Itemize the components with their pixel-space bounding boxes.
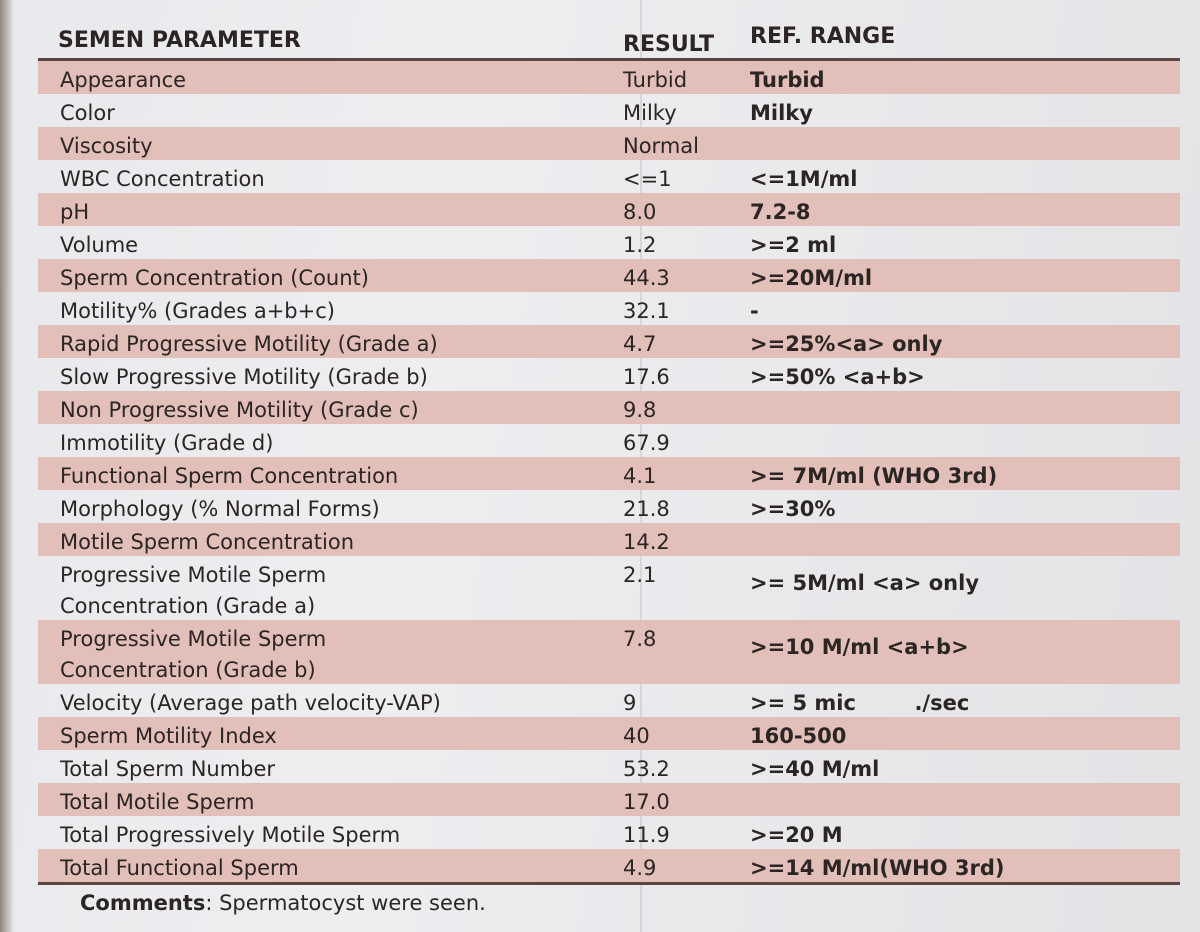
table-bottom-rule bbox=[38, 882, 1180, 885]
row-parameter: Immotility (Grade d) bbox=[60, 431, 274, 455]
row-parameter: Volume bbox=[60, 233, 139, 257]
table-row: Motility% (Grades a+b+c) 32.1 - bbox=[38, 292, 1180, 325]
row-result: Turbid bbox=[623, 68, 688, 92]
row-parameter: Total Progressively Motile Sperm bbox=[60, 823, 401, 847]
row-parameter: Sperm Motility Index bbox=[60, 724, 277, 748]
row-parameter: Motile Sperm Concentration bbox=[60, 530, 354, 554]
row-parameter: Non Progressive Motility (Grade c) bbox=[60, 398, 419, 422]
comments-text: : Spermatocyst were seen. bbox=[205, 891, 486, 915]
semen-analysis-table: SEMEN PARAMETER RESULT REF. RANGE Appear… bbox=[38, 18, 1180, 915]
row-parameter: Color bbox=[60, 101, 115, 125]
row-result: 1.2 bbox=[623, 233, 657, 257]
row-parameter: Morphology (% Normal Forms) bbox=[60, 497, 380, 521]
table-body: Appearance Turbid Turbid Color Milky Milky Vis… bbox=[38, 61, 1180, 882]
row-result: 14.2 bbox=[623, 530, 670, 554]
row-ref-range: Milky bbox=[750, 101, 813, 125]
table-row: Total Motile Sperm 17.0 bbox=[38, 783, 1180, 816]
row-result: 44.3 bbox=[623, 266, 670, 290]
row-parameter: Progressive Motile Sperm Concentration (… bbox=[60, 627, 327, 682]
row-result: 11.9 bbox=[623, 823, 670, 847]
table-row: Rapid Progressive Motility (Grade a) 4.7 >… bbox=[38, 325, 1180, 358]
row-parameter: Total Sperm Number bbox=[60, 757, 276, 781]
table-row: Motile Sperm Concentration 14.2 bbox=[38, 523, 1180, 556]
table-row: Color Milky Milky bbox=[38, 94, 1180, 127]
row-parameter: Slow Progressive Motility (Grade b) bbox=[60, 365, 428, 389]
row-ref-range: >=14 M/ml(WHO 3rd) bbox=[750, 856, 1005, 880]
table-row: Sperm Concentration (Count) 44.3 >=20M/ml bbox=[38, 259, 1180, 292]
row-result: 9.8 bbox=[623, 398, 657, 422]
row-parameter: Rapid Progressive Motility (Grade a) bbox=[60, 332, 438, 356]
row-parameter: pH bbox=[60, 200, 90, 224]
row-result: 17.0 bbox=[623, 790, 670, 814]
row-ref-range: >=30% bbox=[750, 497, 836, 521]
comments-line: Comments: Spermatocyst were seen. bbox=[38, 891, 1180, 915]
row-result: 67.9 bbox=[623, 431, 670, 455]
table-row: Velocity (Average path velocity-VAP) 9 >= … bbox=[38, 684, 1180, 717]
row-ref-range: - bbox=[750, 299, 759, 323]
row-parameter: Total Motile Sperm bbox=[60, 790, 255, 814]
row-parameter: Total Functional Sperm bbox=[60, 856, 299, 880]
row-parameter: Appearance bbox=[60, 68, 187, 92]
row-result: 4.9 bbox=[623, 856, 657, 880]
row-ref-range: >= 5 mic ./sec bbox=[750, 691, 970, 715]
row-result: 4.1 bbox=[623, 464, 657, 488]
row-result: 9 bbox=[623, 691, 637, 715]
table-row: Slow Progressive Motility (Grade b) 17.6 >… bbox=[38, 358, 1180, 391]
row-parameter: Progressive Motile Sperm Concentration (… bbox=[60, 563, 327, 618]
table-row: Total Progressively Motile Sperm 11.9 >=20… bbox=[38, 816, 1180, 849]
row-parameter: WBC Concentration bbox=[60, 167, 265, 191]
row-parameter: Sperm Concentration (Count) bbox=[60, 266, 369, 290]
table-row: Appearance Turbid Turbid bbox=[38, 61, 1180, 94]
row-result: 8.0 bbox=[623, 200, 657, 224]
row-result: 53.2 bbox=[623, 757, 670, 781]
row-ref-range: >= 7M/ml (WHO 3rd) bbox=[750, 464, 998, 488]
row-result: 2.1 bbox=[623, 563, 657, 587]
table-row: Total Functional Sperm 4.9 >=14 M/ml(WHO 3… bbox=[38, 849, 1180, 882]
table-row: Viscosity Normal bbox=[38, 127, 1180, 160]
row-parameter: Functional Sperm Concentration bbox=[60, 464, 399, 488]
row-ref-range: 160-500 bbox=[750, 724, 847, 748]
row-result: Normal bbox=[623, 134, 699, 158]
row-ref-range: >=25%<a> only bbox=[750, 332, 943, 356]
table-row: Sperm Motility Index 40 160-500 bbox=[38, 717, 1180, 750]
row-parameter: Velocity (Average path velocity-VAP) bbox=[60, 691, 441, 715]
row-parameter: Viscosity bbox=[60, 134, 153, 158]
row-result: 40 bbox=[623, 724, 650, 748]
table-edge-shadow bbox=[0, 0, 14, 932]
header-ref-range: REF. RANGE bbox=[750, 24, 896, 49]
row-result: 17.6 bbox=[623, 365, 670, 389]
comments-label: Comments bbox=[80, 891, 206, 915]
table-row: pH 8.0 7.2-8 bbox=[38, 193, 1180, 226]
table-row: Functional Sperm Concentration 4.1 >= 7M/m… bbox=[38, 457, 1180, 490]
row-ref-range: >=20M/ml bbox=[750, 266, 873, 290]
table-row: Non Progressive Motility (Grade c) 9.8 bbox=[38, 391, 1180, 424]
row-ref-range: >=10 M/ml <a+b> bbox=[750, 635, 969, 659]
row-result: 7.8 bbox=[623, 627, 657, 651]
table-row: Progressive Motile Sperm Concentration (… bbox=[38, 620, 1180, 684]
row-ref-range: >= 5M/ml <a> only bbox=[750, 571, 980, 595]
table-header: SEMEN PARAMETER RESULT REF. RANGE bbox=[38, 18, 1180, 61]
table-row: Volume 1.2 >=2 ml bbox=[38, 226, 1180, 259]
row-ref-range: >=20 M bbox=[750, 823, 843, 847]
row-result: 4.7 bbox=[623, 332, 657, 356]
table-row: Morphology (% Normal Forms) 21.8 >=30% bbox=[38, 490, 1180, 523]
row-result: 21.8 bbox=[623, 497, 670, 521]
row-ref-range: <=1M/ml bbox=[750, 167, 858, 191]
table-row: Total Sperm Number 53.2 >=40 M/ml bbox=[38, 750, 1180, 783]
header-result: RESULT bbox=[623, 32, 715, 57]
row-parameter: Motility% (Grades a+b+c) bbox=[60, 299, 335, 323]
row-ref-range: >=50% <a+b> bbox=[750, 365, 925, 389]
row-ref-range: Turbid bbox=[750, 68, 825, 92]
table-row: Progressive Motile Sperm Concentration (… bbox=[38, 556, 1180, 620]
table-row: WBC Concentration <=1 <=1M/ml bbox=[38, 160, 1180, 193]
row-ref-range: >=2 ml bbox=[750, 233, 837, 257]
row-ref-range: 7.2-8 bbox=[750, 200, 811, 224]
header-parameter: SEMEN PARAMETER bbox=[58, 28, 301, 53]
row-result: 32.1 bbox=[623, 299, 670, 323]
row-result: Milky bbox=[623, 101, 677, 125]
table-row: Immotility (Grade d) 67.9 bbox=[38, 424, 1180, 457]
row-result: <=1 bbox=[623, 167, 672, 191]
row-ref-range: >=40 M/ml bbox=[750, 757, 880, 781]
